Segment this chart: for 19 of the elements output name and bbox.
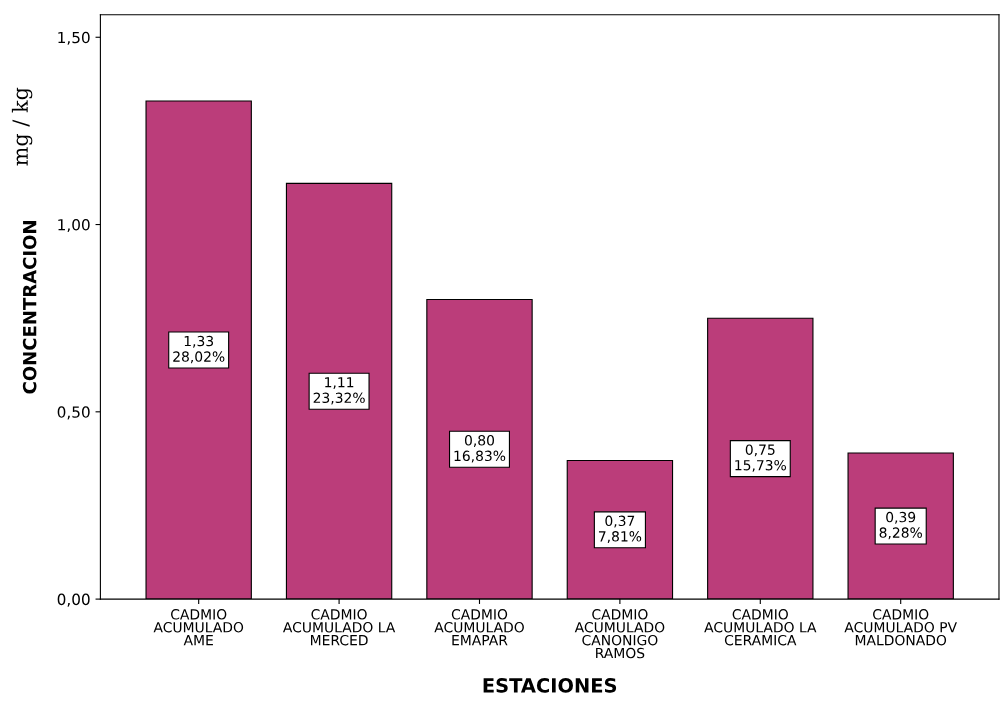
y-tick-label: 1,50 [58,31,90,45]
x-tick-label: CADMIO ACUMULADO LA MERCED [282,609,396,646]
data-label: 1,33 28,02% [173,335,225,364]
x-tick-label: CADMIO ACUMULADO AME [153,609,244,646]
data-label: 1,11 23,32% [313,377,365,405]
x-tick-label: CADMIO ACUMULADO PV MALDONADO [844,609,957,646]
data-label: 0,37 7,81% [598,515,642,544]
x-axis-title: ESTACIONES [483,678,617,693]
data-label: 0,80 16,83% [454,435,506,463]
y-tick-label: 0,50 [57,406,90,420]
x-tick-label: CADMIO ACUMULADO LA CERAMICA [704,609,817,646]
y-axis-title: CONCENTRACION [22,221,37,394]
x-tick-label: CADMIO ACUMULADO CANONIGO RAMOS [574,609,665,659]
text: mg / kg [11,87,33,166]
data-label: 0,75 15,73% [735,444,787,472]
x-tick-label: CADMIO ACUMULADO EMAPAR [434,609,524,646]
y-tick-label: 0,00 [57,593,90,607]
y-tick-label: 1,00 [58,219,90,233]
data-label: 0,39 8,28% [879,511,922,540]
